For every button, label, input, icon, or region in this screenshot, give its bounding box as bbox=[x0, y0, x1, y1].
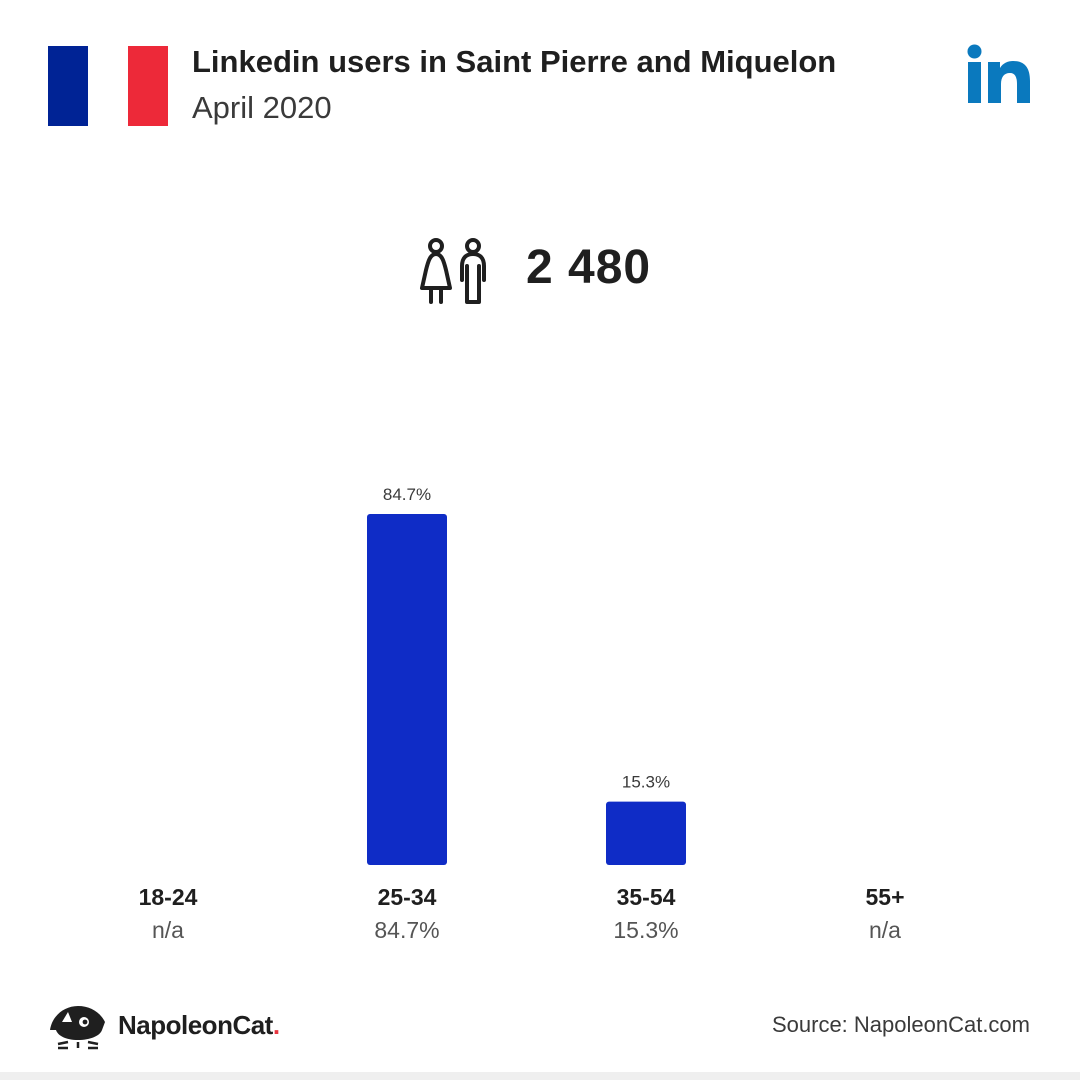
category-55-plus: 55+ n/a bbox=[805, 884, 965, 944]
category-value: n/a bbox=[869, 917, 901, 943]
category-label: 55+ bbox=[865, 884, 905, 910]
category-35-54: 35-54 15.3% bbox=[566, 884, 726, 944]
brand-dot: . bbox=[272, 1010, 280, 1040]
flag-stripe-red bbox=[128, 46, 168, 126]
source-credit: Source: NapoleonCat.com bbox=[771, 1012, 1030, 1037]
bottom-divider bbox=[0, 1072, 1080, 1080]
category-value: n/a bbox=[152, 917, 184, 943]
bar-35-54 bbox=[606, 801, 686, 865]
category-label: 18-24 bbox=[138, 884, 198, 910]
data-label-25-34: 84.7% bbox=[383, 485, 431, 504]
people-icon bbox=[420, 238, 486, 304]
category-value: 15.3% bbox=[613, 917, 679, 943]
data-label-35-54: 15.3% bbox=[622, 773, 670, 792]
flag-stripe-white bbox=[88, 46, 128, 126]
category-25-34: 25-34 84.7% bbox=[327, 884, 487, 944]
flag-stripe-blue bbox=[48, 46, 88, 126]
country-flag bbox=[48, 46, 168, 126]
page-subtitle: April 2020 bbox=[192, 90, 332, 125]
category-18-24: 18-24 n/a bbox=[88, 884, 248, 944]
bar-25-34 bbox=[367, 514, 447, 865]
brand-name: NapoleonCat bbox=[118, 1010, 273, 1040]
napoleoncat-logo-icon bbox=[50, 1006, 105, 1050]
category-label: 35-54 bbox=[616, 884, 676, 910]
napoleoncat-wordmark: NapoleonCat. bbox=[118, 1010, 280, 1041]
category-label: 25-34 bbox=[377, 884, 437, 910]
page-title: Linkedin users in Saint Pierre and Mique… bbox=[192, 44, 837, 79]
linkedin-logo-icon bbox=[967, 44, 1030, 103]
total-users-value: 2 480 bbox=[526, 241, 652, 294]
category-value: 84.7% bbox=[374, 917, 440, 943]
